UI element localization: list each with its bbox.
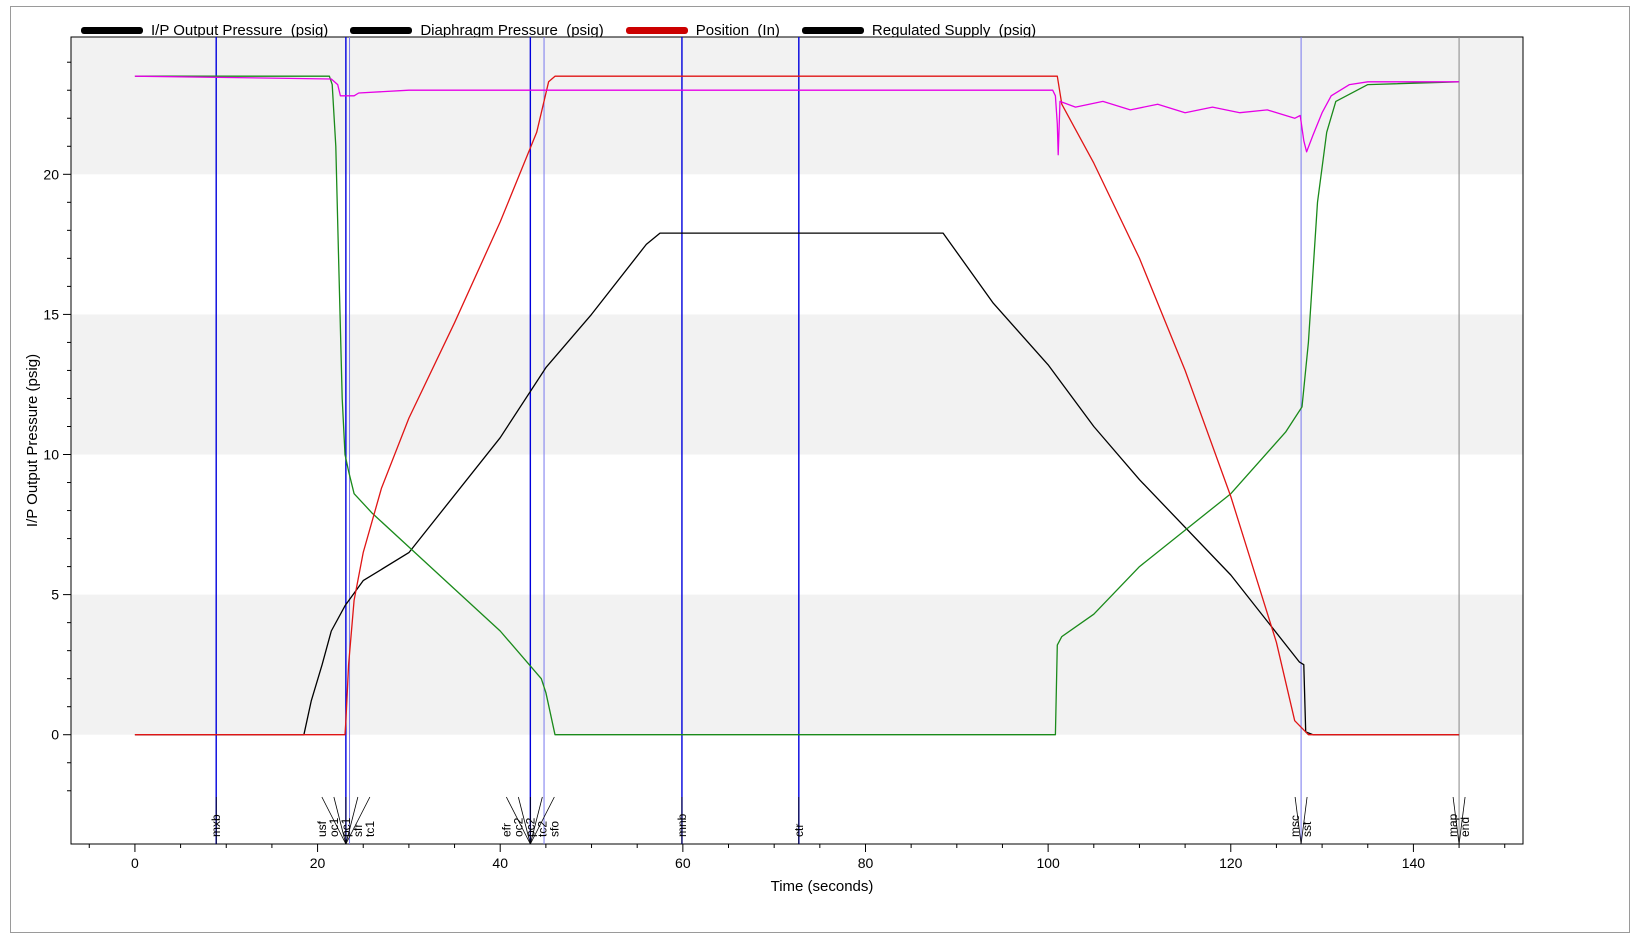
grid-band (71, 314, 1523, 455)
event-label: msc (1288, 815, 1302, 837)
chart-frame: I/P Output Pressure (psig) Diaphragm Pre… (10, 6, 1630, 933)
legend-swatch-diaphragm-pressure (350, 26, 413, 34)
event-label-leader (1452, 796, 1460, 845)
event-label: tc2 (535, 821, 549, 837)
x-tick-label: 100 (1036, 855, 1060, 871)
y-tick-label: 10 (43, 447, 59, 463)
legend-label-diaphragm-pressure: Diaphragm Pressure (psig) (420, 21, 604, 39)
event-label-leader (517, 796, 531, 845)
y-axis-label: I/P Output Pressure (psig) (24, 354, 41, 527)
series-line-0 (134, 232, 1460, 736)
x-tick-label: 120 (1219, 855, 1243, 871)
y-tick-label: 0 (51, 727, 59, 743)
legend: I/P Output Pressure (psig) Diaphragm Pre… (81, 21, 1036, 39)
x-axis-label: Time (seconds) (771, 878, 874, 895)
legend-item-diaphragm-pressure: Diaphragm Pressure (psig) (350, 21, 604, 39)
event-label-leader (321, 796, 347, 845)
event-label: map (1446, 813, 1460, 837)
x-tick-label: 20 (310, 855, 326, 871)
event-label: efr (499, 823, 513, 837)
event-label: oc2 (511, 817, 525, 837)
event-label-leader (345, 796, 371, 845)
legend-label-regulated-supply: Regulated Supply (psig) (871, 21, 1037, 39)
event-label-leader (529, 796, 555, 845)
event-label: oc1 (327, 817, 341, 837)
x-tick-label: 0 (131, 855, 139, 871)
legend-item-position: Position (In) (625, 21, 780, 39)
series-line-3 (134, 75, 1460, 156)
y-tick-label: 20 (43, 166, 59, 182)
event-label-leader (505, 796, 531, 845)
x-tick-label: 80 (858, 855, 874, 871)
x-tick-label: 60 (675, 855, 691, 871)
event-label-leader (1294, 796, 1302, 845)
x-tick-label: 40 (492, 855, 508, 871)
legend-swatch-ip-output-pressure (81, 26, 143, 34)
event-label-leader (333, 796, 347, 845)
series-line-2 (134, 75, 1460, 736)
series-line-1 (134, 75, 1460, 736)
event-label-leader (1300, 796, 1308, 845)
y-tick-label: 5 (51, 587, 59, 603)
legend-label-ip-output-pressure: I/P Output Pressure (psig) (151, 21, 329, 39)
event-label-leader (529, 796, 543, 845)
event-label: sfo (547, 821, 561, 837)
event-label: tc1 (363, 821, 377, 837)
legend-label-position: Position (In) (695, 21, 780, 39)
event-label-leader (345, 796, 359, 845)
legend-swatch-position (625, 26, 688, 34)
y-tick-label: 15 (43, 306, 59, 322)
event-label-leader (1458, 796, 1466, 845)
event-label: usf (315, 820, 329, 837)
legend-swatch-regulated-supply (801, 26, 864, 34)
x-tick-label: 140 (1402, 855, 1426, 871)
grid-band (71, 37, 1523, 175)
legend-item-regulated-supply: Regulated Supply (psig) (801, 21, 1037, 39)
legend-item-ip-output-pressure: I/P Output Pressure (psig) (81, 21, 328, 39)
plot-border (70, 36, 1524, 845)
